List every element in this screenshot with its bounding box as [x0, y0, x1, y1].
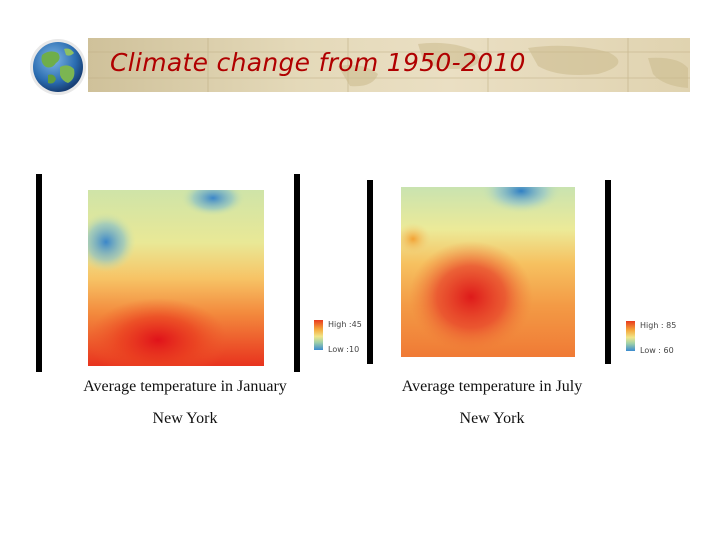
- globe-icon: [30, 39, 86, 95]
- legend-low: Low : 60: [640, 346, 674, 355]
- legend-color-scale: [626, 321, 635, 351]
- january-heatmap: [88, 190, 264, 366]
- map-frame-left: [36, 174, 42, 372]
- legend-color-scale: [314, 320, 323, 350]
- january-caption: Average temperature in January: [83, 378, 287, 395]
- january-legend: High :45 Low :10: [314, 320, 374, 365]
- legend-high: High :45: [328, 320, 362, 329]
- world-map-texture: [88, 38, 690, 92]
- map-frame-left: [367, 180, 373, 364]
- legend-high: High : 85: [640, 321, 677, 330]
- july-city: New York: [459, 410, 525, 427]
- title-banner: Climate change from 1950-2010: [88, 38, 690, 92]
- legend-low: Low :10: [328, 345, 360, 354]
- map-frame-right: [294, 174, 300, 372]
- map-frame-right: [605, 180, 611, 364]
- july-heatmap: [401, 187, 575, 357]
- slide-title: Climate change from 1950-2010: [110, 48, 526, 77]
- july-legend: High : 85 Low : 60: [626, 321, 686, 366]
- january-city: New York: [152, 410, 218, 427]
- july-caption: Average temperature in July: [401, 378, 583, 395]
